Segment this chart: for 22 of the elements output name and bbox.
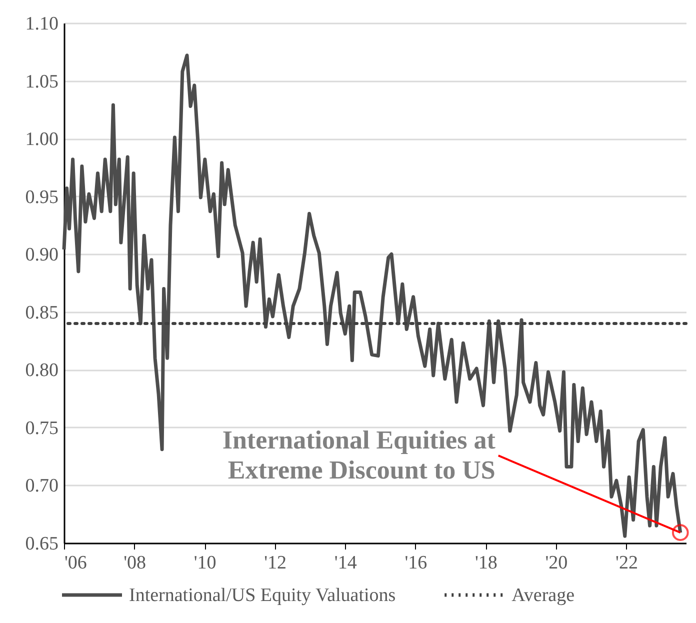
x-tick-label: '14 (334, 552, 358, 574)
annotation: International Equities at Extreme Discount to US (222, 426, 496, 485)
x-tick-label: '22 (616, 552, 638, 574)
y-tick-label: 0.90 (25, 244, 58, 266)
y-tick-label: 0.65 (25, 534, 58, 554)
x-tick-label: '12 (264, 552, 287, 574)
legend-label: Average (512, 585, 575, 606)
x-tick-label: '08 (124, 552, 146, 574)
y-tick-label: 0.75 (25, 418, 58, 439)
x-tick-label: '20 (545, 552, 568, 574)
x-tick-label: '16 (404, 552, 428, 574)
x-tick-label: '06 (64, 552, 87, 574)
y-tick-label: 0.85 (25, 302, 58, 324)
legend-label: International/US Equity Valuations (129, 585, 396, 606)
y-tick-label: 1.05 (25, 71, 58, 92)
x-tick-label: '10 (194, 552, 216, 574)
y-tick-label: 0.70 (25, 476, 58, 497)
y-tick-label: 1.10 (25, 14, 58, 34)
y-tick-label: 0.80 (25, 360, 58, 382)
x-tick-label: '18 (474, 552, 498, 574)
y-tick-label: 0.95 (25, 186, 58, 208)
y-tick-label: 1.00 (25, 129, 58, 150)
